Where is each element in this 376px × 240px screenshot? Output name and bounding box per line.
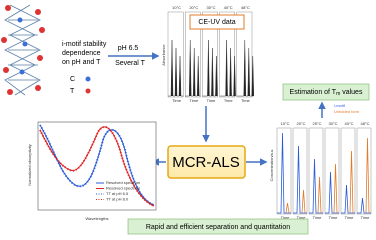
x-label: Time: [189, 98, 199, 103]
temperature: 10°C: [281, 121, 290, 126]
x-label: Time: [313, 215, 323, 220]
tm-text: Estimation of Tm values: [290, 89, 363, 97]
y-label: Concentration/a.u.: [269, 149, 274, 182]
spectra-panel: [37, 121, 157, 211]
x-label: Wavelengths: [86, 216, 109, 221]
x-label: Time: [297, 215, 307, 220]
caption: on pH and T: [62, 59, 101, 66]
electropherogram: [236, 39, 255, 97]
temperature: 20°C: [297, 121, 306, 126]
condition: pH 6.5: [118, 45, 139, 52]
x-label: Time: [329, 215, 339, 220]
temperature: 10°C: [172, 5, 181, 10]
temperature: 25°C: [313, 121, 322, 126]
unfolded-peak: [317, 176, 322, 214]
x-label: Time: [207, 98, 217, 103]
i-motif-structure: [4, 4, 41, 96]
temperature: 40°C: [224, 5, 233, 10]
footer: Rapid and efficient separation and quant…: [146, 224, 290, 231]
ce-title: CE-UV data: [198, 19, 235, 26]
legend-t: T: [70, 88, 75, 95]
temperature: 48°C: [361, 121, 370, 126]
temperature: 48°C: [241, 5, 250, 10]
unfolded-peak: [349, 150, 354, 214]
legend-unfolded: Unfolded form: [334, 109, 360, 114]
temperature: 30°C: [207, 5, 216, 10]
legend-imotif: i-motif: [334, 103, 346, 108]
caption: i-motif stability: [62, 41, 107, 48]
conc-subplot: [276, 127, 292, 215]
y-label: Absorbance: [161, 44, 166, 66]
conc-subplot: [324, 127, 340, 215]
atoms: [1, 5, 45, 95]
caption: dependence: [62, 50, 101, 57]
method-label: MCR-ALS: [172, 154, 240, 171]
legend-dot: [85, 88, 91, 94]
legend-c: C: [70, 76, 75, 83]
ce-subplot: [202, 11, 218, 98]
condition: Several T: [115, 60, 146, 67]
temperature: 40°C: [345, 121, 354, 126]
unfolded-peak: [285, 202, 290, 214]
x-label: Time: [345, 215, 355, 220]
unfolded-peak: [365, 137, 370, 214]
electropherogram: [168, 39, 184, 97]
temperature: 30°C: [329, 121, 338, 126]
ce-panel: 10°C Time 20°C Time 30°C Time 40°C Time 48°C Time: [167, 5, 255, 103]
conc-panel: 10°C Time 20°C Time 25°C Time 30°C Time 40°C Time…: [276, 121, 372, 220]
x-label: Time: [224, 98, 234, 103]
electropherogram: [202, 39, 218, 97]
conc-subplot: [308, 127, 324, 215]
ce-title-box: [189, 14, 245, 30]
legend-label: TT at pH 6.5: [106, 191, 129, 196]
electropherogram: [219, 39, 236, 97]
y-label: Normalized absorptivity: [27, 144, 32, 186]
temperature: 20°C: [189, 5, 198, 10]
unfolded-peak: [333, 163, 338, 214]
method-box: [167, 145, 246, 179]
x-label: Time: [281, 215, 291, 220]
electropherogram: [185, 39, 201, 97]
legend-label: TT at pH 8.0: [106, 197, 129, 202]
footer-box: [127, 218, 309, 235]
conc-subplot: [340, 127, 356, 215]
ce-subplot: [184, 11, 201, 98]
legend-label: Resolved spectrum: [106, 180, 141, 185]
legend-dot: [85, 76, 91, 82]
legend-label: Resolved spectrum: [106, 186, 141, 191]
x-label: Time: [241, 98, 251, 103]
x-label: Time: [361, 215, 371, 220]
tm-box: [282, 83, 370, 101]
unfolded-peak: [301, 189, 306, 214]
x-label: Time: [172, 98, 182, 103]
